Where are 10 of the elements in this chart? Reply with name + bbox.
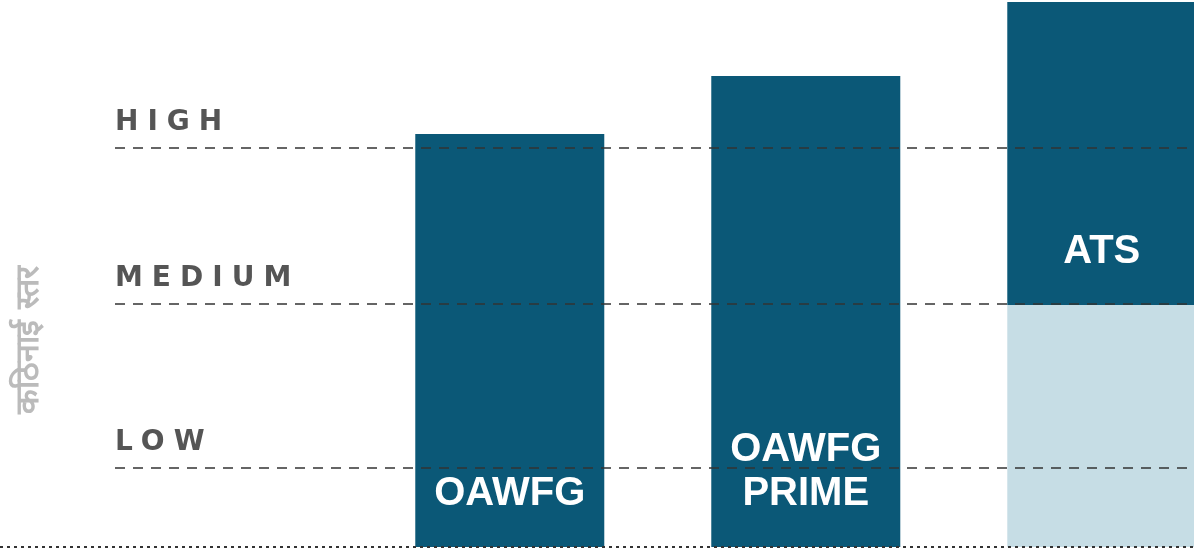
- bar: [1007, 305, 1194, 547]
- x-tick-label: OAWFG: [434, 469, 586, 513]
- ref-line-label: HIGH: [115, 104, 232, 138]
- x-tick-label: ATS: [1063, 227, 1141, 272]
- ref-line-label: LOW: [115, 423, 214, 457]
- text: कठिनाई स्तर: [8, 263, 46, 416]
- bar: [711, 76, 901, 547]
- ref-line-label: MEDIUM: [115, 259, 301, 293]
- bar: [415, 133, 605, 547]
- x-tick-label: OAWFG PRIME: [730, 425, 882, 513]
